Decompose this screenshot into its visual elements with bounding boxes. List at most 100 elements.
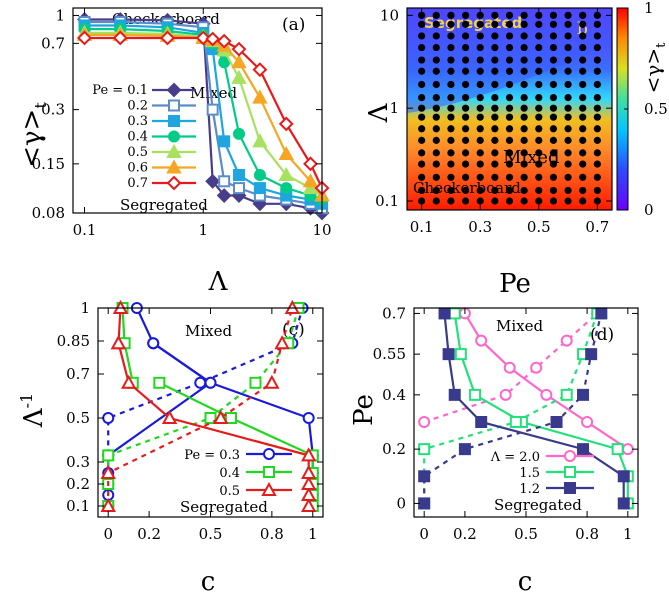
panel-b-sample-point bbox=[447, 149, 455, 157]
panel-a-legend-label-0: Pe = 0.1 bbox=[92, 83, 148, 98]
panel-b-sample-point bbox=[564, 67, 572, 75]
panel-b-sample-point bbox=[505, 94, 514, 102]
panel-a-series-6-point-4 bbox=[205, 31, 221, 47]
panel-b-sample-point bbox=[447, 113, 455, 121]
panel-b-sample-point bbox=[461, 149, 470, 157]
panel-a-series-6-point-2 bbox=[160, 30, 175, 46]
panel-b-xtick-label-2: 0.5 bbox=[527, 218, 551, 236]
panel-b-sample-point bbox=[461, 94, 470, 102]
panel-b-colorbar-tick-label-0: 1 bbox=[644, 0, 654, 17]
panel-c-ytick-label-3: 0.5 bbox=[66, 409, 90, 427]
panel-b-sample-point bbox=[564, 94, 572, 102]
panel-b-sample-point bbox=[432, 11, 440, 19]
panel-a-ylabel: <γ>t bbox=[17, 102, 50, 168]
panel-a-legend-label-2: 0.3 bbox=[127, 114, 148, 129]
panel-b-sample-point bbox=[520, 160, 528, 168]
panel-b-sample-point bbox=[418, 11, 426, 19]
panel-a-label: (a) bbox=[282, 15, 305, 35]
panel-d-ytick-label-4: 0 bbox=[396, 494, 406, 512]
panel-b-sample-point bbox=[418, 197, 426, 205]
panel-b-sample-point bbox=[520, 67, 528, 75]
panel-c-series-2-point-11 bbox=[100, 464, 116, 479]
panel-b-sample-point bbox=[461, 136, 470, 144]
panel-a-series-6-point-7 bbox=[252, 62, 268, 78]
panel-b-sample-point bbox=[476, 186, 484, 195]
panel-c-series-1-point-14 bbox=[249, 376, 262, 389]
panel-b-sample-point bbox=[476, 173, 484, 181]
panel-a-series-5-point-7 bbox=[252, 89, 268, 104]
panel-d-series-0-point-6 bbox=[418, 416, 431, 428]
panel-b-sample-point bbox=[520, 149, 528, 157]
panel-a-series-4-point-7 bbox=[252, 133, 268, 148]
panel-b-sample-point bbox=[593, 11, 601, 19]
panel-b-sample-point bbox=[418, 104, 426, 112]
panel-c-series-2-point-2 bbox=[300, 497, 317, 512]
panel-d-series-0-point-8 bbox=[530, 361, 543, 374]
panel-b-sample-point bbox=[535, 20, 543, 28]
panel-b-ytick-label-1: 1 bbox=[389, 99, 399, 117]
panel-b-sample-point bbox=[593, 125, 601, 133]
panel-a-ytick-label-2: 0.3 bbox=[41, 101, 65, 119]
panel-b-sample-point bbox=[476, 11, 484, 19]
panel-a-series-5-point-6 bbox=[231, 54, 247, 69]
panel-b-sample-point bbox=[579, 80, 587, 89]
panel-b-sample-point bbox=[579, 11, 587, 19]
panel-b-sample-point bbox=[447, 160, 455, 168]
panel-b-sample-point bbox=[564, 136, 572, 144]
panel-c-series-1-point-13 bbox=[204, 412, 217, 424]
panel-c-series-2-point-9 bbox=[110, 335, 127, 350]
panel-b-sample-point bbox=[491, 197, 499, 205]
panel-b-sample-point bbox=[535, 104, 543, 112]
panel-c-xtick-label-4: 1 bbox=[308, 525, 318, 543]
panel-a-series-5-point-9 bbox=[302, 173, 319, 188]
panel-b-sample-point bbox=[432, 43, 440, 52]
panel-b-xlabel: Pe bbox=[499, 269, 531, 299]
panel-b-sample-point bbox=[476, 104, 484, 112]
panel-b-xtick-label-1: 0.3 bbox=[468, 218, 492, 236]
panel-b-sample-point bbox=[491, 20, 499, 28]
panel-c-series-1-point-12 bbox=[102, 449, 115, 462]
panel-d-series-1-point-4 bbox=[611, 443, 624, 456]
panel-b-sample-point bbox=[520, 56, 528, 64]
panel-b-sample-point bbox=[579, 197, 587, 205]
panel-b-sample-point bbox=[418, 125, 426, 133]
panel-b-sample-point bbox=[593, 20, 601, 28]
panel-b-sample-point bbox=[447, 80, 455, 89]
panel-c-series-0-point-17 bbox=[102, 412, 115, 424]
panel-b-sample-point bbox=[447, 20, 455, 28]
panel-d-series-2-point-0 bbox=[438, 307, 451, 320]
panel-b-label: b bbox=[577, 19, 588, 39]
panel-b-sample-point bbox=[491, 149, 499, 157]
panel-b-sample-point bbox=[505, 160, 514, 168]
panel-a-legend-label-1: 0.2 bbox=[127, 99, 148, 114]
panel-b-sample-point bbox=[476, 136, 484, 144]
panel-a-series-2-point-7 bbox=[253, 182, 266, 195]
panel-c-series-0-point-18 bbox=[194, 376, 207, 389]
panel-b-sample-point bbox=[447, 43, 455, 52]
panel-d-series-2-point-8 bbox=[418, 470, 431, 483]
panel-c-series-2-point-8 bbox=[120, 374, 137, 389]
panel-d-xtick-label-3: 0.8 bbox=[575, 525, 599, 543]
panel-b-sample-point bbox=[491, 94, 499, 102]
panel-b-ytick-label-2: 0.1 bbox=[375, 192, 399, 210]
panel-b-sample-point bbox=[579, 136, 587, 144]
panel-b-sample-point bbox=[491, 43, 499, 52]
panel-d-series-0-point-3 bbox=[540, 388, 553, 401]
panel-b-sample-point bbox=[564, 113, 572, 121]
panel-c-ytick-label-0: 1 bbox=[80, 299, 90, 317]
panel-a-series-4-point-9 bbox=[302, 180, 319, 195]
panel-b-sample-point bbox=[520, 104, 528, 112]
panel-a-series-3-point-7 bbox=[253, 169, 266, 182]
panel-d-series-1-point-0 bbox=[448, 307, 461, 320]
panel-b-sample-point bbox=[491, 186, 499, 195]
panel-b-sample-point bbox=[593, 67, 601, 75]
panel-b-sample-point bbox=[505, 11, 514, 19]
panel-d-xtick-label-1: 0.2 bbox=[453, 525, 477, 543]
panel-d-series-1-point-10 bbox=[560, 388, 573, 401]
panel-b-sample-point bbox=[461, 113, 470, 121]
panel-b-sample-point bbox=[491, 32, 499, 40]
panel-b-sample-point bbox=[549, 32, 558, 40]
panel-b-colorbar-tick-label-2: 0 bbox=[644, 201, 654, 219]
panel-a-frame bbox=[72, 7, 323, 214]
panel-a-legend-marker-0 bbox=[166, 82, 182, 98]
